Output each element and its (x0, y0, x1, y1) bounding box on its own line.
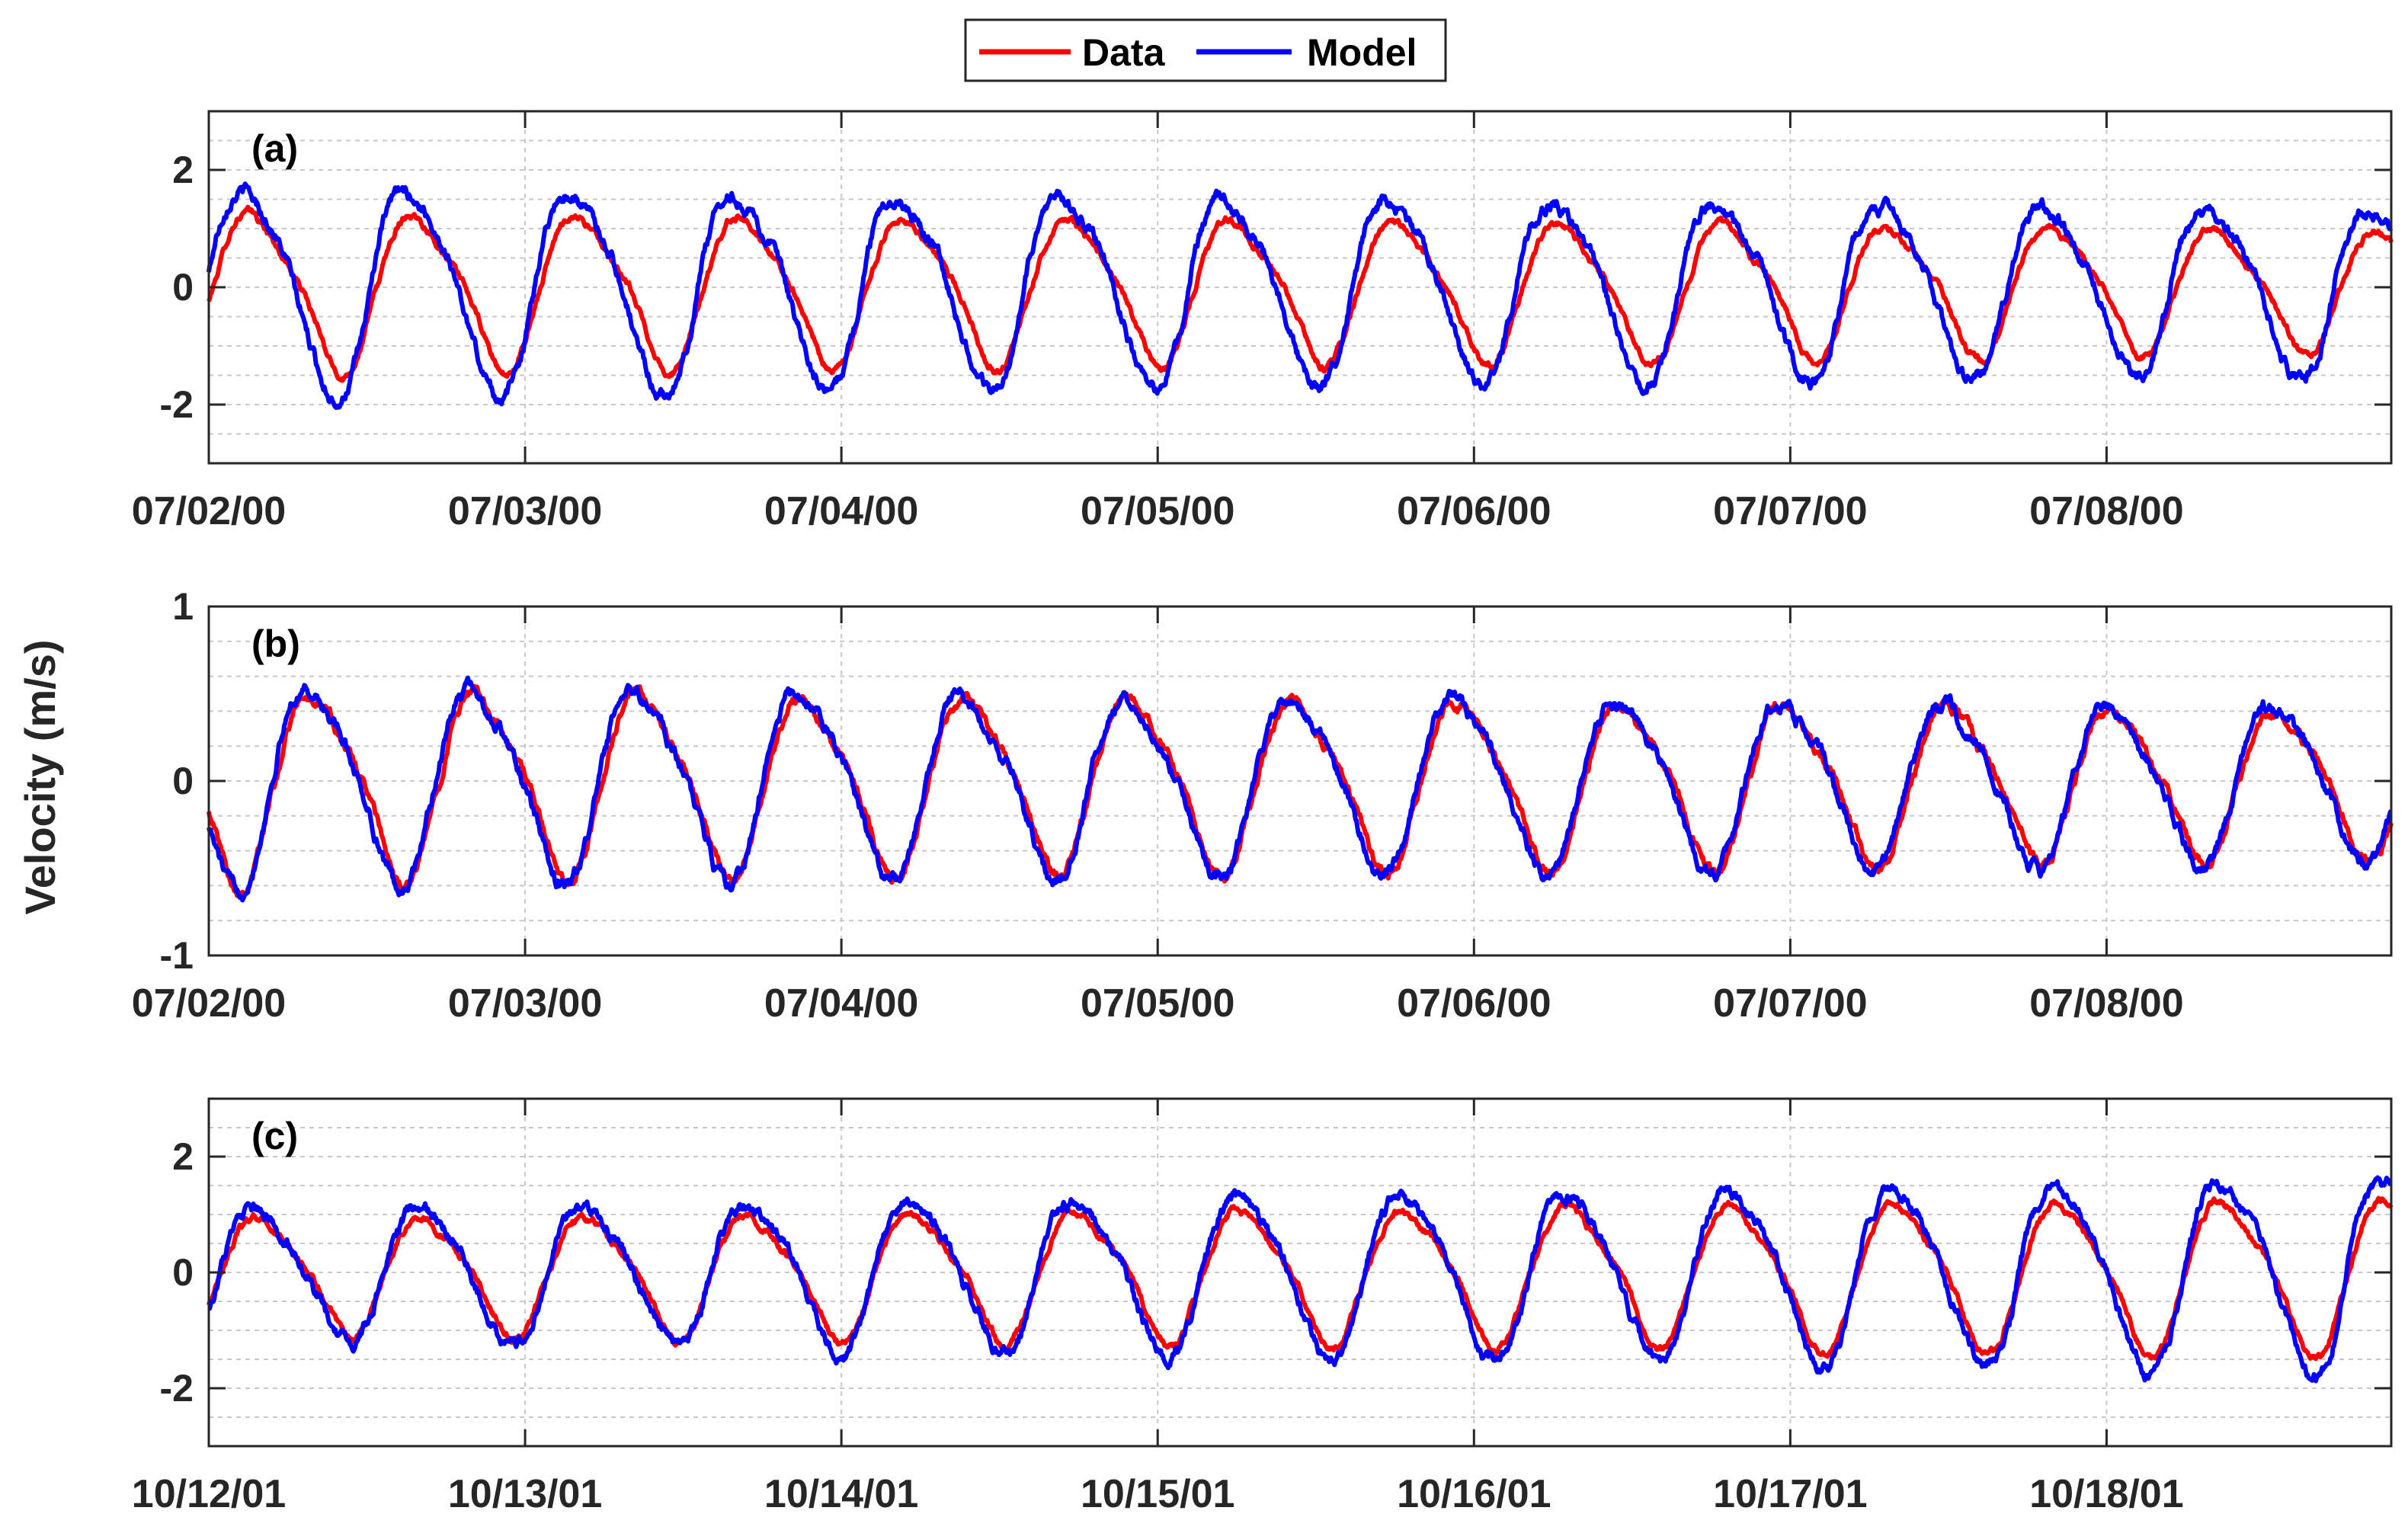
x-tick-label: 07/02/00 (132, 489, 286, 533)
y-tick-label: 0 (172, 266, 194, 309)
panel-a: -2 0 2 07/02/00 07/03/00 07/04/00 07/05/00 07/0… (132, 110, 2394, 533)
series-line-data (207, 204, 2394, 383)
x-tick-label: 10/16/01 (1397, 1472, 1551, 1516)
panel-label: (a) (251, 127, 298, 170)
series-line-model (207, 675, 2393, 903)
x-tick-label: 07/05/00 (1081, 489, 1234, 533)
y-tick-label: -2 (160, 1367, 194, 1410)
y-tick-label: 0 (172, 1251, 194, 1294)
panel-label: (c) (251, 1115, 298, 1157)
panel-label: (b) (251, 622, 300, 665)
legend-data-label: Data (1082, 31, 1166, 74)
x-tick-label: 07/06/00 (1397, 981, 1551, 1026)
panel-b: -1 0 1 07/02/00 07/03/00 07/04/00 07/05/00 07/0… (132, 585, 2394, 1026)
y-tick-label: 0 (172, 760, 194, 802)
x-tick-label: 07/05/00 (1081, 981, 1234, 1026)
x-tick-label: 07/03/00 (448, 489, 602, 533)
x-tick-label: 10/18/01 (2029, 1472, 2183, 1516)
y-tick-label: 1 (172, 585, 194, 628)
series-line-model (207, 1175, 2393, 1384)
x-tick-label: 10/15/01 (1081, 1472, 1234, 1516)
x-tick-label: 10/14/01 (764, 1472, 918, 1516)
x-tick-label: 07/06/00 (1397, 489, 1551, 533)
x-tick-label: 10/12/01 (132, 1472, 286, 1516)
x-tick-label: 07/08/00 (2029, 489, 2183, 533)
x-tick-label: 07/07/00 (1713, 981, 1867, 1026)
x-tick-label: 07/08/00 (2029, 981, 2183, 1026)
x-tick-label: 10/13/01 (448, 1472, 602, 1516)
y-tick-label: -2 (160, 383, 194, 426)
y-tick-label: 2 (172, 1135, 194, 1178)
series-line-model (207, 181, 2394, 411)
y-tick-label: 2 (172, 149, 194, 191)
legend-model-label: Model (1307, 31, 1417, 74)
x-tick-label: 07/07/00 (1713, 489, 1867, 533)
x-tick-label: 07/02/00 (132, 981, 286, 1026)
y-tick-label: -1 (160, 934, 194, 977)
series-line-data (207, 1195, 2394, 1362)
x-tick-label: 07/03/00 (448, 981, 602, 1026)
legend: Data Model (964, 18, 1447, 82)
panel-c: -2 0 2 10/12/01 10/13/01 10/14/01 10/15/01 10/1… (132, 1097, 2394, 1516)
x-tick-label: 10/17/01 (1713, 1472, 1867, 1516)
x-tick-label: 07/04/00 (764, 981, 918, 1026)
y-axis-label: Velocity (m/s) (16, 639, 64, 914)
x-tick-label: 07/04/00 (764, 489, 918, 533)
